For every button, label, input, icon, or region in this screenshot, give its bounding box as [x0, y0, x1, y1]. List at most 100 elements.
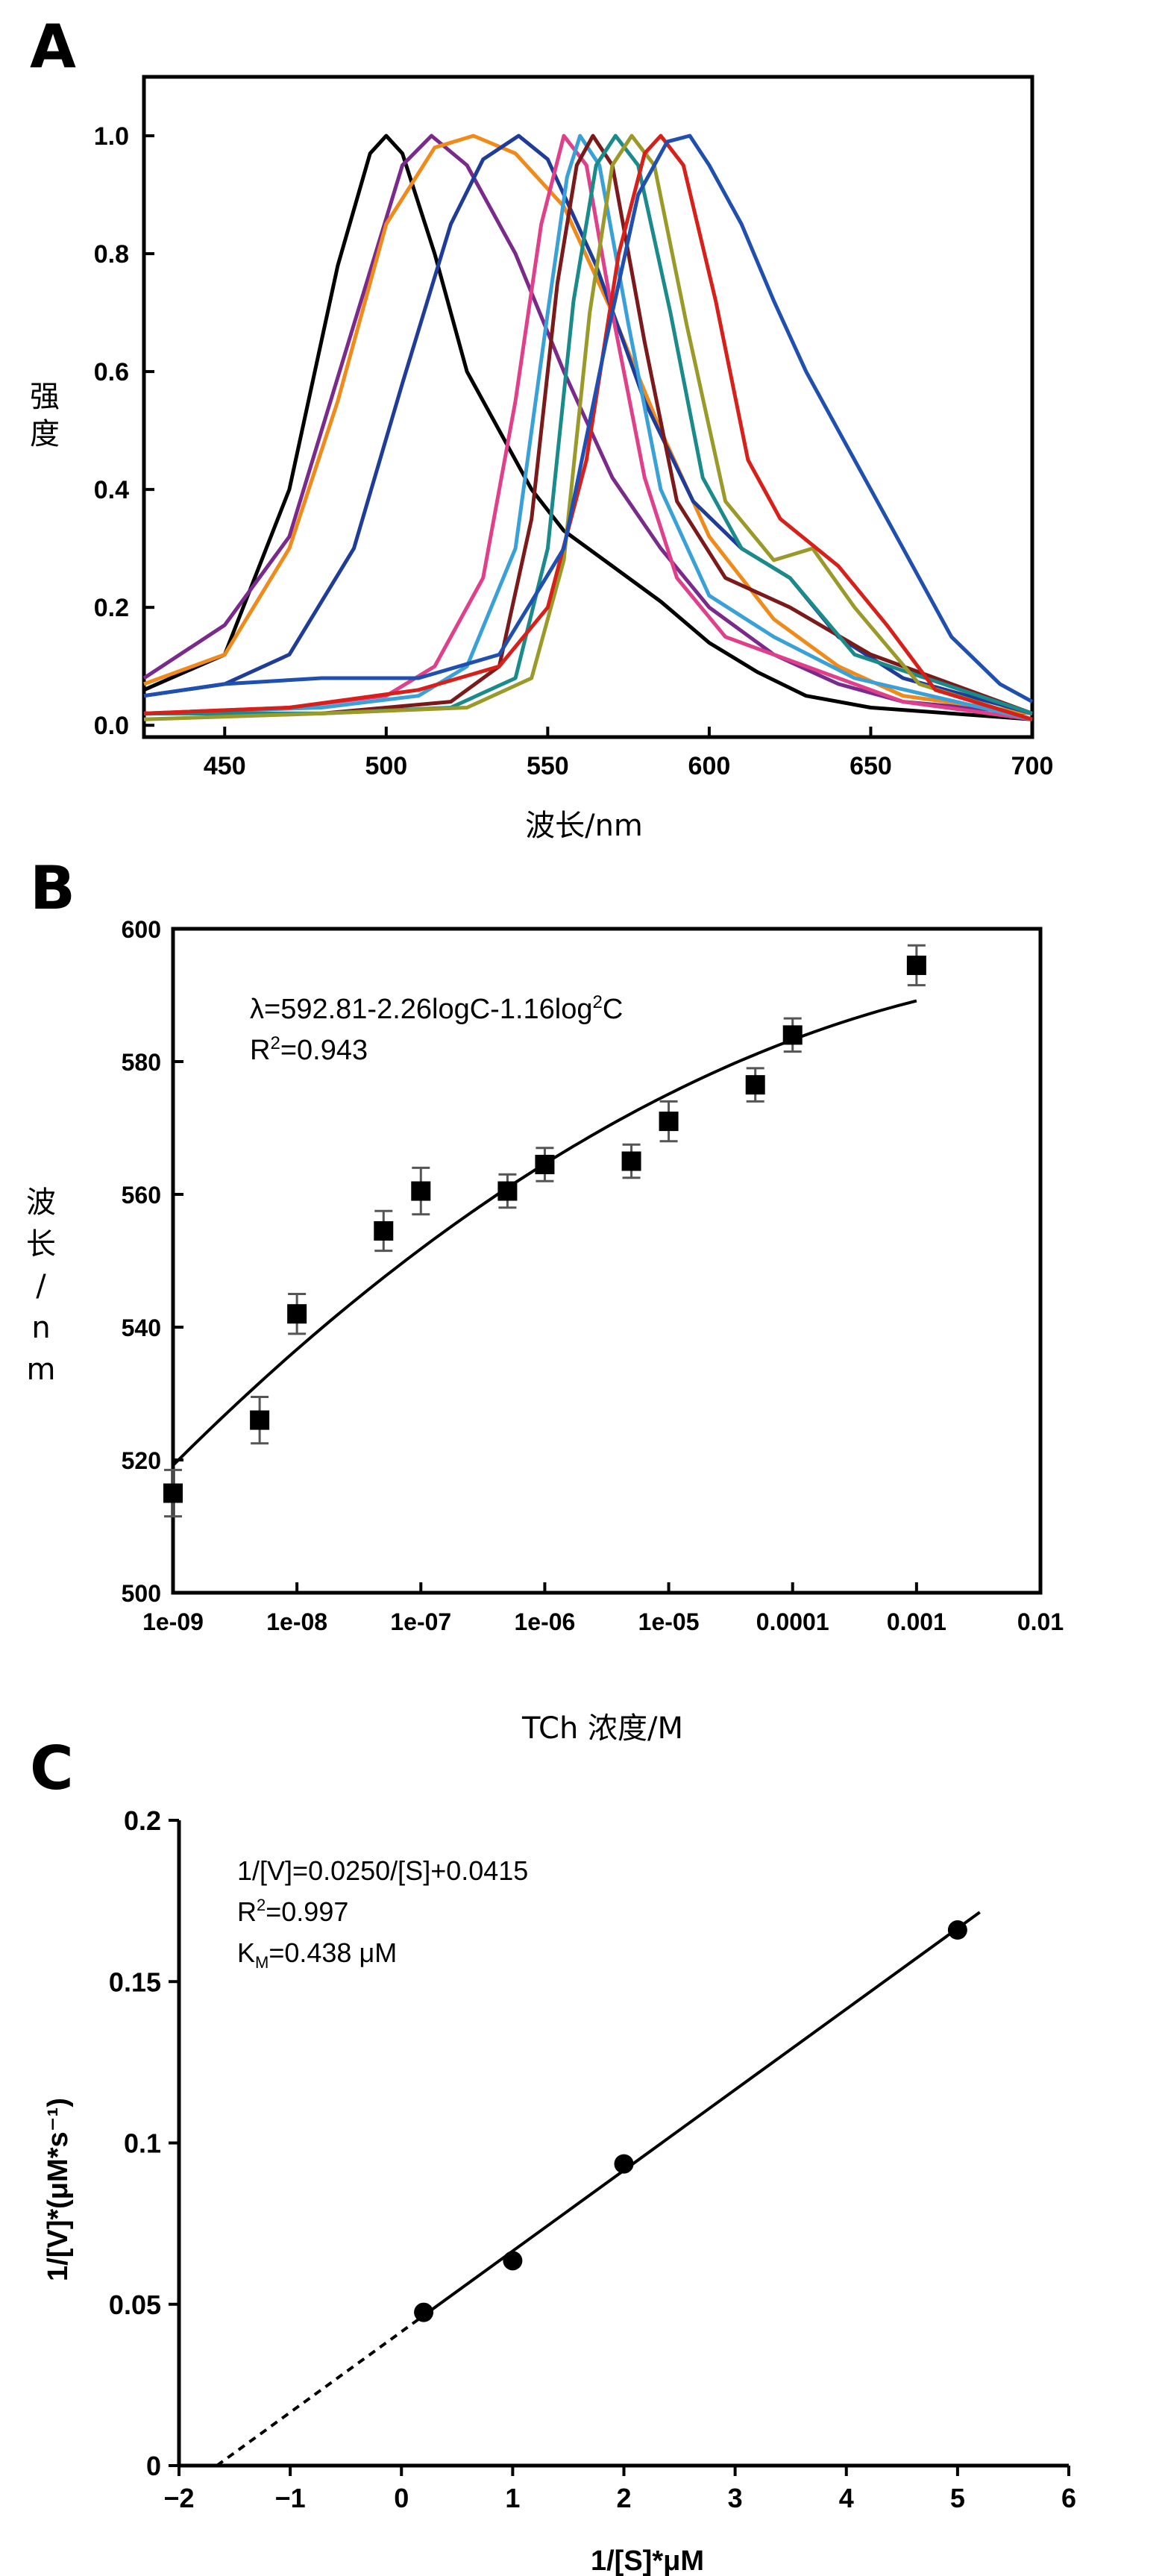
- panel-b-points: [163, 944, 926, 1518]
- panel-b-equation-tail: C: [603, 994, 623, 1025]
- y-tick-label-560: 560: [122, 1182, 161, 1209]
- panel-b-ylabel: 波长 / nm: [26, 1185, 56, 1387]
- x-tick-label-5: 0.0001: [756, 1608, 829, 1635]
- x-tick-label-450: 450: [204, 752, 246, 780]
- fit-line-extrapolated: [216, 2314, 425, 2467]
- panel-b-xlabel: TCh 浓度/M: [521, 1711, 683, 1746]
- panel-a-xlabel: 波长/nm: [525, 809, 643, 843]
- data-point-2: [250, 1410, 270, 1430]
- panel-c-axes: −2 −1 0 1 2 3 4 5 6 0 0.05 0.1 0.15 0.2: [109, 1805, 1076, 2513]
- panel-c-ylabel: 1/[V]*(μM*s⁻¹): [43, 2098, 74, 2281]
- y-tick-label-0: 0: [146, 2451, 161, 2481]
- x-tick-label-500: 500: [365, 752, 407, 780]
- panel-a-plot-frame: [142, 75, 1034, 739]
- panel-c-r2-label: R: [237, 1896, 257, 1927]
- panel-c-equation: 1/[V]=0.0250/[S]+0.0415: [237, 1855, 528, 1886]
- x-tick-label-2: 1e-07: [390, 1608, 451, 1635]
- panel-c-km-sub: M: [255, 1953, 269, 1972]
- x-tick-label-1: 1: [505, 2483, 520, 2513]
- y-tick-label-580: 580: [122, 1049, 161, 1076]
- data-point-3: [614, 2154, 634, 2174]
- y-tick-label-0: 0.0: [94, 712, 129, 740]
- y-tick-label-4: 0.2: [124, 1805, 161, 1836]
- panel-a-series: [142, 134, 1034, 721]
- data-point-4: [374, 1220, 394, 1241]
- data-point-4: [947, 1920, 967, 1940]
- x-tick-label-7: 0.01: [1017, 1608, 1064, 1635]
- panel-b-r2-sup: 2: [270, 1033, 280, 1053]
- panel-c-fit: [216, 1911, 981, 2467]
- spectrum-line-11: [143, 134, 1034, 703]
- ylabel-char-2: 长: [26, 1227, 56, 1262]
- panel-c: C −2 −1 0 1 2 3 4 5 6 0 0.05 0.1 0.15 0.2 1/[V]=0.025…: [30, 1734, 1076, 2576]
- spectrum-line-5: [143, 134, 1033, 721]
- panel-a-ylabel-char-1: 强: [30, 380, 60, 414]
- panel-c-r2: R2=0.997: [237, 1896, 348, 1927]
- data-point-7: [535, 1154, 555, 1174]
- panel-b-r2-label: R: [250, 1035, 270, 1066]
- panel-b-equation-main: λ=592.81-2.26logC-1.16log: [250, 994, 593, 1025]
- y-tick-label-3: 0.15: [109, 1967, 161, 1997]
- panel-c-points: [414, 1920, 967, 2322]
- y-tick-label-0.8: 0.8: [94, 240, 129, 269]
- fit-line-solid: [422, 1911, 981, 2317]
- panel-c-km: KM=0.438 μM: [237, 1937, 397, 1972]
- data-point-5: [411, 1181, 431, 1201]
- data-point-8: [621, 1151, 641, 1171]
- data-point-6: [497, 1181, 518, 1201]
- panel-a-axes: 450 500 550 600 650 700 0.0 0.2 0.4 0.6 0.8 1.0: [94, 122, 1054, 780]
- ylabel-char-4: n: [31, 1311, 50, 1345]
- panel-b-letter: B: [30, 853, 75, 923]
- panel-c-r2-value: =0.997: [266, 1896, 348, 1927]
- data-point-2: [503, 2251, 523, 2271]
- x-tick-label-2: 2: [616, 2483, 631, 2513]
- data-point-12: [906, 955, 926, 975]
- spectrum-line-1: [142, 134, 1033, 721]
- y-tick-label-1: 1.0: [94, 122, 129, 151]
- x-tick-label-3: 1e-06: [515, 1608, 576, 1635]
- x-tick-label-5: 5: [950, 2483, 965, 2513]
- panel-a-letter: A: [30, 12, 76, 81]
- y-tick-label-500: 500: [122, 1580, 161, 1607]
- x-tick-label-1: 1e-08: [266, 1608, 327, 1635]
- spectrum-line-7: [144, 134, 1033, 715]
- panel-b-r2-value: =0.943: [280, 1035, 368, 1066]
- panel-c-km-value: =0.438 μM: [269, 1937, 397, 1968]
- y-tick-label-0.6: 0.6: [94, 358, 129, 386]
- y-tick-label-0.4: 0.4: [94, 476, 129, 504]
- panel-b-equation: λ=592.81-2.26logC-1.16log2C: [250, 992, 623, 1025]
- panel-b-axes: 1e-09 1e-08 1e-07 1e-06 1e-05 0.0001 0.001 0.01…: [122, 916, 1064, 1635]
- data-point-1: [163, 1483, 183, 1503]
- x-tick-label-0: 0: [394, 2483, 409, 2513]
- panel-b: B 1e-09 1e-08 1e-07 1e-06 1e-05 0.0001 0.001 0.…: [26, 853, 1064, 1746]
- data-point-1: [414, 2302, 434, 2322]
- data-point-10: [745, 1075, 765, 1095]
- x-tick-label-550: 550: [527, 752, 569, 780]
- x-tick-label--1: −1: [275, 2483, 306, 2513]
- x-tick-label--2: −2: [163, 2483, 194, 2513]
- panel-a-ylabel-group: 强 度: [30, 380, 60, 451]
- x-tick-label-700: 700: [1011, 752, 1054, 780]
- x-tick-label-6: 6: [1061, 2483, 1076, 2513]
- panel-a: A 450 500 550 600 650 700 0.0 0.2 0.4 0.6 0.8 1.0 强…: [30, 12, 1053, 843]
- panel-c-km-label: K: [237, 1937, 255, 1968]
- data-point-9: [659, 1112, 679, 1132]
- x-tick-label-0: 1e-09: [142, 1608, 204, 1635]
- y-tick-label-2: 0.1: [124, 2128, 161, 2159]
- y-tick-label-0.2: 0.2: [94, 594, 129, 622]
- panel-b-plot-frame: [171, 927, 1043, 1595]
- y-tick-label-520: 520: [122, 1447, 161, 1474]
- x-tick-label-6: 0.001: [887, 1608, 946, 1635]
- ylabel-char-1: 波: [26, 1185, 56, 1220]
- panel-a-ylabel-char-2: 度: [30, 417, 60, 451]
- x-tick-label-4: 4: [839, 2483, 854, 2513]
- y-tick-label-1: 0.05: [109, 2290, 161, 2320]
- panel-c-xlabel: 1/[S]*μM: [591, 2545, 704, 2576]
- panel-c-r2-sup: 2: [257, 1896, 266, 1914]
- spectrum-line-10: [143, 134, 1033, 721]
- data-point-11: [782, 1025, 803, 1045]
- spectrum-line-3: [143, 134, 1033, 715]
- x-tick-label-4: 1e-05: [638, 1608, 700, 1635]
- panel-b-r2: R2=0.943: [250, 1033, 368, 1066]
